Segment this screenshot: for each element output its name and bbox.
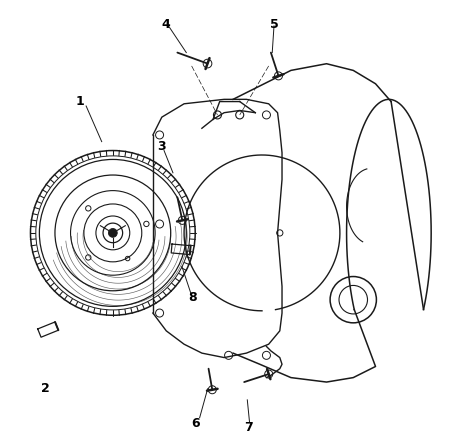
Text: 2: 2 bbox=[41, 382, 49, 395]
Text: 6: 6 bbox=[191, 417, 200, 430]
Text: 7: 7 bbox=[244, 422, 253, 435]
Text: 5: 5 bbox=[270, 18, 278, 31]
Text: 1: 1 bbox=[75, 95, 84, 108]
Text: 8: 8 bbox=[189, 291, 197, 304]
Text: 4: 4 bbox=[162, 18, 171, 31]
Circle shape bbox=[108, 228, 117, 237]
Text: 3: 3 bbox=[158, 140, 166, 153]
